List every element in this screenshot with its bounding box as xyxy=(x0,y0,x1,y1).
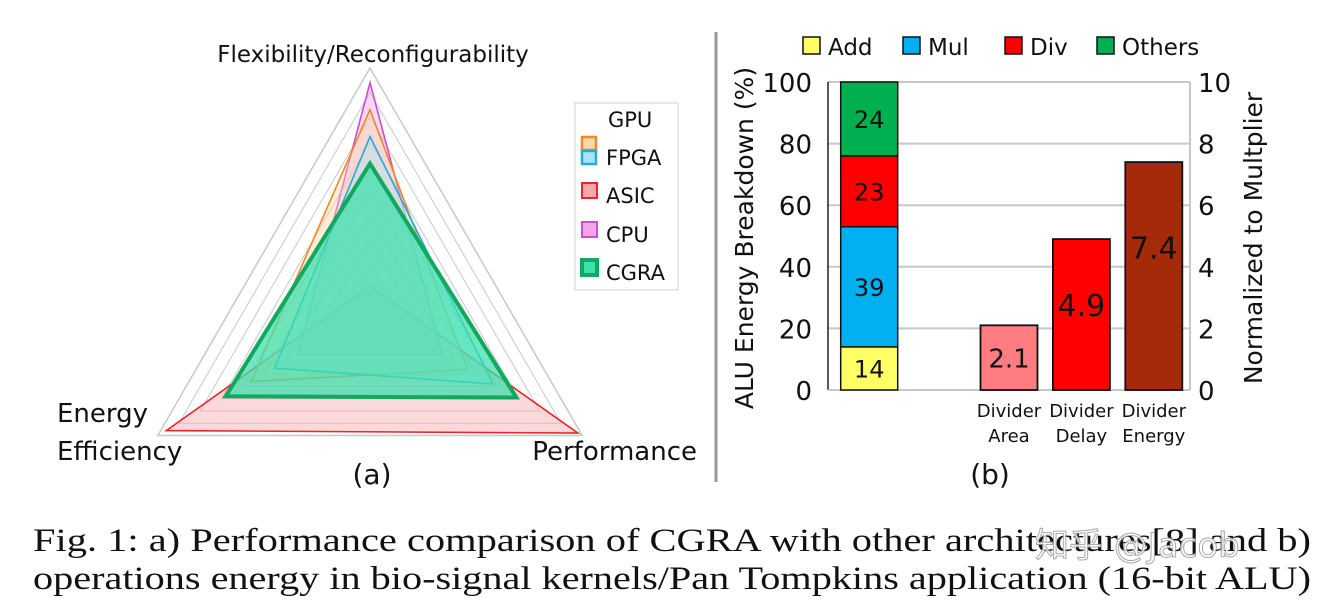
right-tick-label: 0 xyxy=(1198,377,1215,407)
right-tick-label: 4 xyxy=(1198,254,1215,284)
bar-area xyxy=(979,324,1039,391)
caption-line-2: operations energy in bio-signal kernels/… xyxy=(33,561,1311,597)
caption-line-1: Fig. 1: a) Performance comparison of CGR… xyxy=(33,523,1311,559)
stacked-segment-label: 23 xyxy=(854,178,885,206)
bar-legend-label: Others xyxy=(1122,35,1199,61)
category-label-line2: Delay xyxy=(1056,426,1108,447)
panel-label-b: (b) xyxy=(970,458,1010,491)
stacked-segment-label: 24 xyxy=(854,106,885,134)
legend-swatch-gpu xyxy=(580,135,598,152)
bar-energy xyxy=(1124,161,1184,391)
legend-swatch-asic xyxy=(581,182,598,199)
right-tick-label: 2 xyxy=(1198,315,1215,345)
bar-legend-swatch-div xyxy=(1004,36,1023,55)
radar-series-cgra xyxy=(222,159,521,400)
right-axis-title: Normalized to Multplier xyxy=(1239,91,1268,384)
radar-grid-ring xyxy=(178,91,562,424)
legend-label-fpga: FPGA xyxy=(606,146,662,170)
legend-label-asic: ASIC xyxy=(606,184,655,208)
legend-swatch-cpu xyxy=(581,221,598,238)
bar-value-label: 2.1 xyxy=(988,345,1029,375)
bar-legend-label: Div xyxy=(1030,35,1068,61)
stacked-segment-add xyxy=(839,346,899,391)
bar-legend-swatch-add xyxy=(802,36,821,55)
stacked-segment-mul xyxy=(839,226,899,348)
stacked-segment-label: 14 xyxy=(854,355,885,383)
right-tick-label: 8 xyxy=(1198,131,1215,161)
left-tick-label: 0 xyxy=(795,377,812,407)
radar-axis-label-flexibility: Flexibility/Reconfigurability xyxy=(217,42,529,68)
category-label-line1: Divider xyxy=(977,401,1042,422)
legend-label-cpu: CPU xyxy=(606,223,649,247)
panel-label-a: (a) xyxy=(352,458,391,491)
radar-legend: GPU FPGA ASIC CPU CGRA xyxy=(574,102,679,291)
left-tick-label: 20 xyxy=(779,315,812,345)
legend-label-cgra: CGRA xyxy=(606,261,666,285)
left-tick-label: 60 xyxy=(779,192,812,222)
stacked-segment-label: 39 xyxy=(854,274,885,302)
bar-value-label: 4.9 xyxy=(1058,289,1106,324)
radar-axis-label-energy: Energy xyxy=(57,399,148,429)
left-tick-label: 80 xyxy=(779,131,812,161)
left-axis-title: ALU Energy Breakdown (%) xyxy=(730,67,759,409)
radar-grid-ring xyxy=(156,66,584,437)
radar-grid-ring xyxy=(199,115,541,412)
bar-legend-swatch-mul xyxy=(902,36,921,55)
bar-value-label: 7.4 xyxy=(1130,231,1178,266)
radar-axis-label-efficiency: Efficiency xyxy=(57,437,182,467)
left-tick-label: 100 xyxy=(762,69,812,99)
bar-legend-label: Mul xyxy=(928,35,969,61)
bar-legend-swatch-others xyxy=(1096,36,1115,55)
legend-swatch-cgra xyxy=(580,258,599,277)
category-label-line2: Area xyxy=(988,426,1029,447)
legend-swatch-fpga xyxy=(580,149,598,166)
category-label-line1: Divider xyxy=(1049,401,1114,422)
bar-delay xyxy=(1052,238,1111,391)
stacked-segment-others xyxy=(839,81,899,157)
right-tick-label: 6 xyxy=(1198,192,1215,222)
bar-legend-label: Add xyxy=(828,35,873,61)
watermark: 知乎 @Jacob xyxy=(1035,526,1240,566)
right-tick-label: 10 xyxy=(1198,69,1231,99)
legend-label-gpu: GPU xyxy=(608,108,652,132)
category-label-line1: Divider xyxy=(1122,401,1187,422)
stacked-segment-div xyxy=(839,155,899,228)
radar-axis-label-performance: Performance xyxy=(532,437,697,467)
category-label-line2: Energy xyxy=(1122,426,1185,447)
left-tick-label: 40 xyxy=(779,254,812,284)
